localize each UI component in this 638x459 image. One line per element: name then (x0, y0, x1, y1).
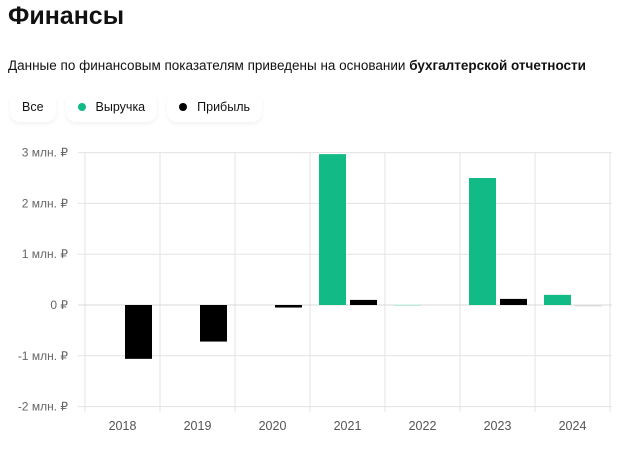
filter-profit-label: Прибыль (197, 100, 251, 114)
profit-dot-icon (179, 103, 188, 111)
subtitle: Данные по финансовым показателям приведе… (8, 58, 586, 73)
bar-profit (500, 298, 527, 305)
y-tick-label: 2 млн. ₽ (22, 196, 69, 210)
subtitle-text: Данные по финансовым показателям приведе… (8, 58, 410, 73)
y-tick-label: 3 млн. ₽ (22, 146, 69, 160)
bar-profit (275, 305, 302, 308)
x-tick-label: 2018 (109, 419, 137, 433)
filter-profit[interactable]: Прибыль (167, 92, 262, 122)
filter-all-label: Все (22, 100, 44, 114)
bar-revenue (544, 294, 571, 305)
x-tick-label: 2022 (409, 419, 437, 433)
bar-profit (200, 305, 227, 342)
bar-profit (350, 299, 377, 305)
x-tick-label: 2020 (259, 419, 287, 433)
page-title: Финансы (8, 2, 125, 30)
bar-profit (125, 305, 152, 359)
revenue-dot-icon (77, 103, 86, 111)
y-tick-label: 0 ₽ (50, 298, 68, 312)
filter-revenue-label: Выручка (95, 100, 146, 114)
subtitle-bold: бухгалтерской отчетности (409, 58, 586, 73)
bar-revenue (394, 304, 421, 306)
x-tick-label: 2019 (184, 419, 212, 433)
y-tick-label: -1 млн. ₽ (18, 349, 69, 363)
filter-chips: Все Выручка Прибыль (10, 92, 262, 122)
x-tick-label: 2021 (334, 419, 362, 433)
y-tick-label: 1 млн. ₽ (22, 247, 69, 261)
filter-all[interactable]: Все (10, 92, 56, 122)
bar-revenue (319, 154, 346, 305)
filter-revenue[interactable]: Выручка (66, 92, 158, 122)
bar-profit (575, 305, 602, 307)
x-tick-label: 2024 (559, 419, 587, 433)
x-tick-label: 2023 (484, 419, 512, 433)
y-tick-label: -2 млн. ₽ (18, 400, 69, 414)
bar-revenue (469, 178, 496, 305)
